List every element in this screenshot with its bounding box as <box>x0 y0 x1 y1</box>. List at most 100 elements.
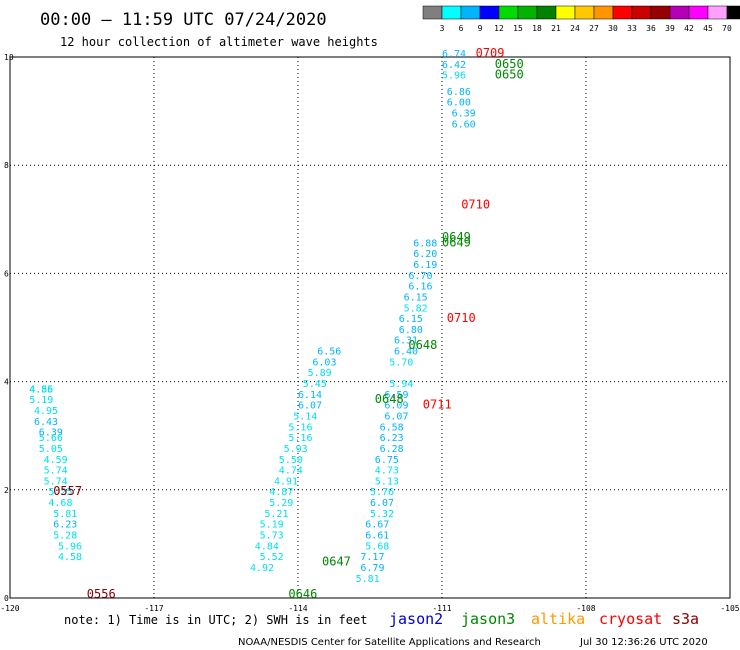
swh-value-label: 5.52 <box>260 552 284 563</box>
color-scale-label: 42 <box>684 24 694 33</box>
swh-value-label: 5.19 <box>29 395 53 406</box>
swh-value-label: 6.23 <box>53 520 77 531</box>
pass-time-label: 0648 <box>375 392 404 406</box>
color-scale-swatch <box>612 5 633 20</box>
x-tick-label: -114 <box>288 604 307 613</box>
color-scale-label: 45 <box>703 24 713 33</box>
pass-time-label: 0647 <box>322 555 351 569</box>
legend-jason2: jason2 <box>389 610 443 628</box>
swh-value-label: 6.00 <box>447 98 471 109</box>
swh-value-label: 6.07 <box>370 498 394 509</box>
x-tick-label: -120 <box>0 604 19 613</box>
swh-value-label: 4.84 <box>255 541 279 552</box>
chart-title: 00:00 – 11:59 UTC 07/24/2020 <box>40 10 327 30</box>
pass-time-label: 0649 <box>442 230 471 244</box>
swh-value-label: 5.14 <box>293 411 317 422</box>
swh-value-label: 5.74 <box>44 476 68 487</box>
color-scale-label: 39 <box>665 24 675 33</box>
color-scale-label: 3 <box>440 24 445 33</box>
swh-value-label: 6.07 <box>298 401 322 412</box>
color-scale-label: 27 <box>589 24 599 33</box>
x-tick-label: -117 <box>144 604 163 613</box>
color-scale-label: 24 <box>570 24 580 33</box>
swh-value-label: 6.15 <box>404 292 428 303</box>
x-tick-label: -108 <box>576 604 595 613</box>
swh-value-label: 5.29 <box>269 498 293 509</box>
pass-time-label: 0710 <box>461 197 490 211</box>
swh-value-label: 6.79 <box>360 563 384 574</box>
color-scale-swatch <box>593 5 614 20</box>
y-tick-label: 4 <box>4 378 9 387</box>
swh-value-label: 5.25 <box>48 487 72 498</box>
color-scale-swatch <box>726 5 740 20</box>
swh-value-label: 6.09 <box>384 401 408 412</box>
swh-value-label: 5.16 <box>288 433 312 444</box>
swh-value-label: 6.60 <box>452 119 476 130</box>
color-scale-swatch <box>460 5 481 20</box>
color-scale-swatch <box>536 5 557 20</box>
swh-value-label: 5.76 <box>370 487 394 498</box>
color-scale-swatch <box>555 5 576 20</box>
swh-value-label: 6.03 <box>312 357 336 368</box>
swh-value-label: 5.13 <box>375 476 399 487</box>
swh-value-label: 5.16 <box>288 422 312 433</box>
color-scale-label: 12 <box>494 24 504 33</box>
pass-time-label: 0649 <box>442 235 471 249</box>
swh-value-label: 6.39 <box>39 428 63 439</box>
pass-time-label: 0650 <box>495 57 524 71</box>
color-scale-label: 33 <box>627 24 637 33</box>
swh-value-label: 4.59 <box>44 455 68 466</box>
legend-altika: altika <box>531 610 585 628</box>
swh-value-label: 4.73 <box>375 466 399 477</box>
swh-value-label: 4.95 <box>34 406 58 417</box>
pass-time-label: 0556 <box>87 587 116 601</box>
swh-value-label: 6.23 <box>380 433 404 444</box>
color-scale-label: 36 <box>646 24 656 33</box>
swh-value-label: 5.19 <box>260 520 284 531</box>
swh-value-label: 6.15 <box>399 314 423 325</box>
swh-value-label: 6.58 <box>380 422 404 433</box>
swh-value-label: 5.94 <box>389 379 413 390</box>
swh-value-label: 5.68 <box>365 541 389 552</box>
y-tick-label: 10 <box>4 53 14 62</box>
swh-value-label: 6.88 <box>413 238 437 249</box>
swh-value-label: 7.17 <box>360 552 384 563</box>
swh-value-label: 5.73 <box>260 530 284 541</box>
y-tick-label: 0 <box>4 594 9 603</box>
color-scale-swatch <box>517 5 538 20</box>
swh-value-label: 5.50 <box>279 455 303 466</box>
swh-value-label: 6.40 <box>394 347 418 358</box>
swh-value-label: 6.61 <box>365 530 389 541</box>
y-tick-label: 2 <box>4 486 9 495</box>
swh-value-label: 5.32 <box>370 509 394 520</box>
swh-value-label: 4.56 <box>29 384 53 395</box>
swh-value-label: 6.42 <box>442 60 466 71</box>
color-scale-label: 70 <box>722 24 732 33</box>
pass-time-label: 0648 <box>408 338 437 352</box>
satellite-legend: jason2 jason3 altika cryosat s3a <box>389 610 699 628</box>
swh-value-label: 5.66 <box>39 433 63 444</box>
swh-value-label: 4.87 <box>269 487 293 498</box>
color-scale-swatch <box>574 5 595 20</box>
x-tick-label: -111 <box>432 604 451 613</box>
x-tick-label: -105 <box>720 604 739 613</box>
swh-value-label: 6.31 <box>394 336 418 347</box>
plot-grid <box>9 56 731 599</box>
color-scale-label: 30 <box>608 24 618 33</box>
pass-time-label: 0710 <box>447 311 476 325</box>
swh-value-label: 6.14 <box>298 390 322 401</box>
color-scale-swatch <box>669 5 690 20</box>
legend-cryosat: cryosat <box>599 610 662 628</box>
swh-value-label: 6.28 <box>380 444 404 455</box>
swh-value-label: 4.74 <box>279 466 303 477</box>
color-scale-swatch <box>422 5 443 20</box>
swh-value-label: 6.07 <box>384 411 408 422</box>
pass-time-label: 0557 <box>53 484 82 498</box>
swh-value-label: 4.85 <box>29 384 53 395</box>
swh-value-label: 6.70 <box>408 271 432 282</box>
swh-value-label: 6.75 <box>375 455 399 466</box>
swh-value-label: 4.92 <box>250 563 274 574</box>
swh-value-label: 5.96 <box>442 71 466 82</box>
color-scale-label: 18 <box>532 24 542 33</box>
